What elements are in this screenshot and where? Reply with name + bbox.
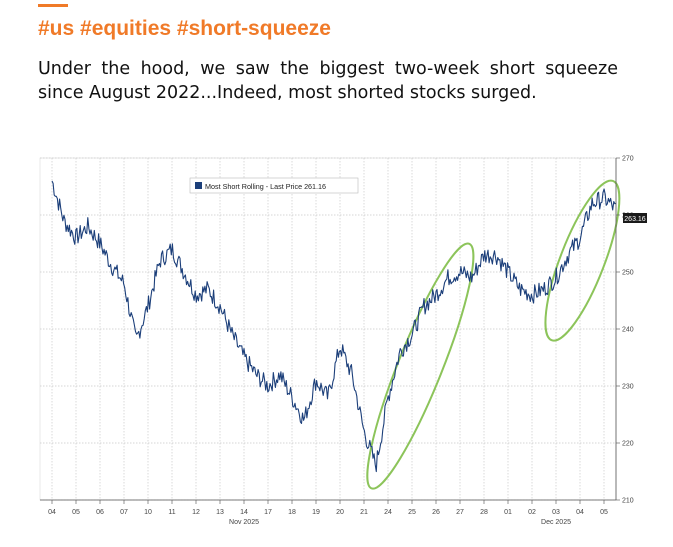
hashtag-heading: #us #equities #short-squeeze: [38, 17, 331, 40]
x-tick-label: 26: [432, 509, 440, 516]
x-tick-label: 07: [120, 509, 128, 516]
legend: Most Short Rolling - Last Price 261.16: [189, 177, 359, 194]
month-label: Nov 2025: [229, 519, 259, 526]
x-tick-label: 24: [384, 509, 392, 516]
x-tick-label: 03: [552, 509, 560, 516]
legend-label: Most Short Rolling - Last Price 261.16: [205, 182, 326, 191]
body-text: Under the hood, we saw the biggest two-w…: [38, 59, 618, 103]
x-tick-label: 06: [96, 509, 104, 516]
x-tick-label: 17: [264, 509, 272, 516]
highlight-ellipse: [366, 242, 475, 490]
last-price-label: 263.16: [624, 216, 646, 223]
last-price-box: [623, 213, 647, 223]
y-tick-label: 270: [622, 156, 634, 163]
y-tick-label: 210: [622, 498, 634, 505]
x-tick-label: 18: [288, 509, 296, 516]
price-line: [51, 180, 617, 473]
month-label: Dec 2025: [541, 519, 571, 526]
x-tick-label: 14: [240, 509, 248, 516]
x-tick-label: 13: [216, 509, 224, 516]
axes: 2102202302402502602700405060710111213141…: [40, 156, 634, 526]
legend-box: [189, 177, 359, 194]
x-tick-label: 27: [456, 509, 464, 516]
x-tick-label: 05: [72, 509, 80, 516]
x-tick-label: 28: [480, 509, 488, 516]
x-tick-label: 01: [504, 509, 512, 516]
accent-bar: [38, 4, 68, 7]
x-tick-label: 04: [576, 509, 584, 516]
x-tick-label: 21: [360, 509, 368, 516]
x-tick-label: 11: [168, 509, 175, 516]
x-tick-label: 05: [600, 509, 608, 516]
x-tick-label: 10: [144, 509, 152, 516]
series-line: [51, 180, 617, 473]
y-tick-label: 250: [622, 270, 634, 277]
highlight-ellipses: [366, 179, 621, 490]
legend-swatch: [195, 182, 202, 189]
x-tick-label: 19: [312, 509, 320, 516]
x-tick-label: 25: [408, 509, 416, 516]
x-tick-label: 04: [48, 509, 56, 516]
y-tick-label: 230: [622, 384, 634, 391]
x-tick-label: 02: [528, 509, 536, 516]
x-tick-label: 12: [192, 509, 200, 516]
x-tick-label: 20: [336, 509, 344, 516]
y-tick-label: 220: [622, 441, 634, 448]
y-tick-label: 240: [622, 327, 634, 334]
highlight-ellipse: [544, 179, 621, 342]
grid: [39, 157, 617, 501]
last-price-tag: 263.16: [623, 213, 647, 223]
